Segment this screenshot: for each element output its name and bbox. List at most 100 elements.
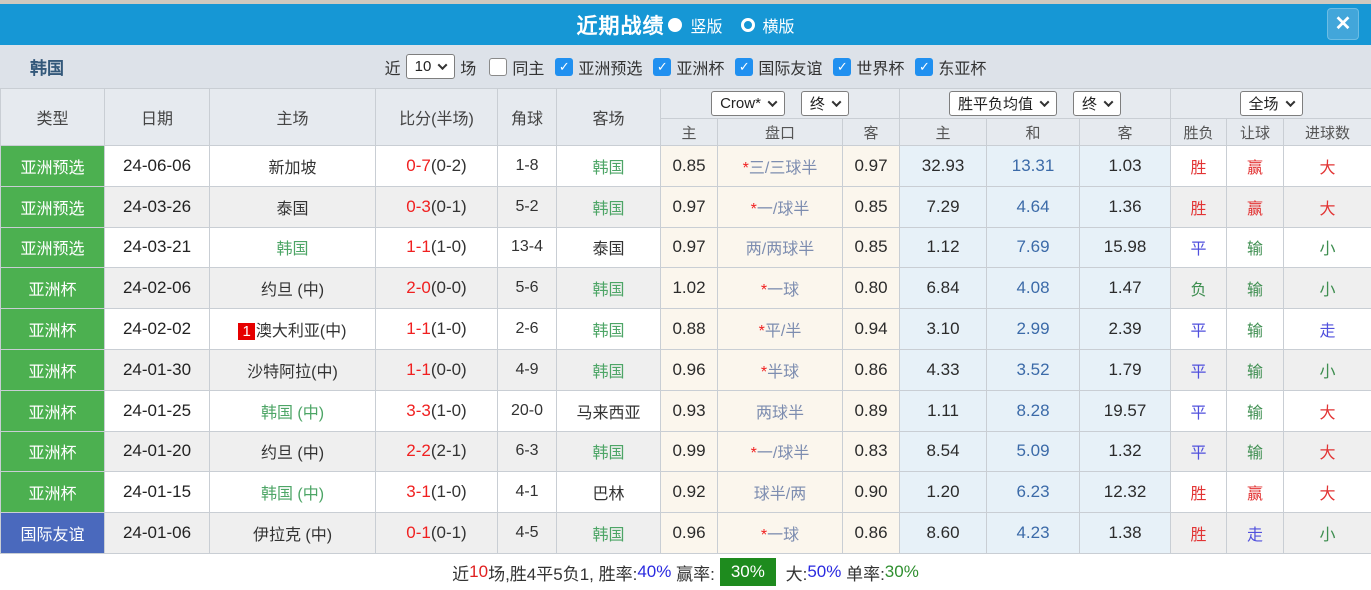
competition-checkbox-4[interactable]: ✓	[915, 57, 934, 76]
handicap-cell: *半球	[717, 348, 843, 391]
asterisk-icon: *	[750, 200, 757, 218]
table-row: 亚洲杯 24-01-30 沙特阿拉(中) 1-1(0-0) 4-9 韩国 0.9…	[0, 348, 1371, 391]
avg-home-cell: 7.29	[899, 185, 988, 228]
date-cell: 24-02-06	[104, 267, 210, 310]
handicap-home-odds-cell: 0.93	[660, 389, 718, 432]
handicap-away-odds-cell: 0.85	[841, 226, 901, 269]
header-home: 主场	[209, 88, 376, 146]
score-cell: 0-7(0-2)	[375, 145, 498, 187]
scope-select[interactable]: 全场	[1239, 91, 1303, 116]
result-handicap-cell: 输	[1226, 430, 1285, 473]
corner-cell: 5-6	[497, 267, 557, 310]
result-wdl-cell: 平	[1170, 389, 1228, 432]
competition-checkbox-0[interactable]: ✓	[555, 57, 574, 76]
date-cell: 24-02-02	[104, 308, 210, 350]
result-wdl-cell: 胜	[1170, 145, 1228, 187]
result-handicap-cell: 走	[1226, 512, 1285, 554]
result-handicap-cell: 输	[1226, 348, 1285, 391]
chevron-down-icon	[1103, 97, 1114, 108]
horizontal-layout-radio[interactable]	[740, 17, 755, 32]
footer-win-odds-label: 赢率:	[671, 564, 715, 584]
result-handicap-cell: 输	[1226, 267, 1285, 310]
avg-draw-cell: 5.09	[986, 430, 1081, 473]
results-table: 类型 日期 主场 比分(半场) 角球 客场 Crow* 终 胜平负均值 终	[0, 88, 1371, 554]
away-team-cell: 韩国	[556, 348, 661, 391]
competition-label-3: 世界杯	[856, 60, 905, 78]
same-home-label: 同主	[512, 60, 545, 78]
home-team-cell: 约旦 (中)	[209, 267, 376, 310]
result-handicap-cell: 输	[1226, 389, 1285, 432]
avg-time-select[interactable]: 终	[1073, 91, 1122, 116]
panel-title: 近期战绩	[576, 14, 665, 38]
competition-checkbox-1[interactable]: ✓	[653, 57, 672, 76]
chevron-down-icon	[1285, 97, 1295, 108]
handicap-away-odds-cell: 0.86	[841, 512, 901, 554]
rank-badge: 1	[238, 323, 255, 341]
away-team-cell: 泰国	[556, 226, 661, 269]
avg-away-cell: 15.98	[1079, 226, 1172, 269]
avg-draw-cell: 4.23	[986, 512, 1081, 554]
subheader-avg-away: 客	[1079, 118, 1172, 146]
vertical-layout-label[interactable]: 竖版	[690, 18, 723, 36]
handicap-home-odds-cell: 0.88	[660, 308, 718, 350]
avg-home-cell: 8.54	[899, 430, 988, 473]
subheader-odds-away: 客	[841, 118, 901, 146]
horizontal-layout-label[interactable]: 横版	[762, 18, 795, 36]
competition-type-cell: 亚洲杯	[0, 430, 105, 473]
result-goals-cell: 大	[1283, 389, 1371, 432]
chevron-down-icon	[831, 97, 842, 108]
result-goals-cell: 小	[1283, 348, 1371, 391]
result-goals-cell: 大	[1283, 471, 1371, 514]
avg-home-cell: 1.20	[899, 471, 988, 514]
handicap-cell: 两球半	[717, 389, 843, 432]
asterisk-icon: *	[750, 445, 757, 463]
result-wdl-cell: 平	[1170, 348, 1228, 391]
date-cell: 24-01-06	[104, 512, 210, 554]
result-group-header: 全场	[1170, 88, 1371, 119]
avg-type-select[interactable]: 胜平负均值	[949, 91, 1058, 116]
date-cell: 24-01-25	[104, 389, 210, 432]
close-button[interactable]: ✕	[1327, 8, 1359, 40]
competition-type-cell: 亚洲预选	[0, 185, 105, 228]
odds-company-select[interactable]: Crow*	[711, 91, 785, 116]
handicap-home-odds-cell: 0.96	[660, 348, 718, 391]
away-team-cell: 韩国	[556, 430, 661, 473]
home-team-cell: 韩国 (中)	[209, 389, 376, 432]
result-goals-cell: 大	[1283, 185, 1371, 228]
header-row-sub: 主 盘口 客 主 和 客 胜负 让球 进球数	[1, 118, 1371, 146]
result-goals-cell: 大	[1283, 145, 1371, 187]
result-wdl-cell: 胜	[1170, 185, 1228, 228]
score-cell: 0-3(0-1)	[375, 185, 498, 228]
same-home-checkbox[interactable]	[489, 57, 508, 76]
header-away: 客场	[556, 88, 661, 146]
result-handicap-cell: 输	[1226, 226, 1285, 269]
away-team-cell: 韩国	[556, 145, 661, 187]
avg-draw-cell: 4.08	[986, 267, 1081, 310]
score-cell: 3-1(1-0)	[375, 471, 498, 514]
handicap-home-odds-cell: 0.97	[660, 226, 718, 269]
avg-away-cell: 12.32	[1079, 471, 1172, 514]
recent-count-select[interactable]: 10	[405, 54, 456, 79]
competition-type-cell: 亚洲预选	[0, 145, 105, 187]
table-row: 亚洲预选 24-03-21 韩国 1-1(1-0) 13-4 泰国 0.97 两…	[0, 226, 1371, 269]
avg-draw-cell: 8.28	[986, 389, 1081, 432]
home-team-cell: 伊拉克 (中)	[209, 512, 376, 554]
competition-checkbox-3[interactable]: ✓	[833, 57, 852, 76]
handicap-away-odds-cell: 0.89	[841, 389, 901, 432]
footer-summary: 场,胜4平5负1, 胜率:	[488, 564, 638, 584]
handicap-away-odds-cell: 0.80	[841, 267, 901, 310]
avg-draw-cell: 6.23	[986, 471, 1081, 514]
handicap-cell: 球半/两	[717, 471, 843, 514]
vertical-layout-radio[interactable]	[668, 17, 683, 32]
result-goals-cell: 小	[1283, 512, 1371, 554]
corner-cell: 4-1	[497, 471, 557, 514]
avg-home-cell: 8.60	[899, 512, 988, 554]
home-team-cell: 韩国	[209, 226, 376, 269]
competition-checkbox-2[interactable]: ✓	[735, 57, 754, 76]
handicap-group-header: Crow* 终	[659, 88, 901, 119]
odds-time-select[interactable]: 终	[800, 91, 849, 116]
table-row: 亚洲杯 24-01-20 约旦 (中) 2-2(2-1) 6-3 韩国 0.99…	[0, 430, 1371, 473]
avg-home-cell: 1.12	[899, 226, 988, 269]
handicap-away-odds-cell: 0.94	[841, 308, 901, 350]
